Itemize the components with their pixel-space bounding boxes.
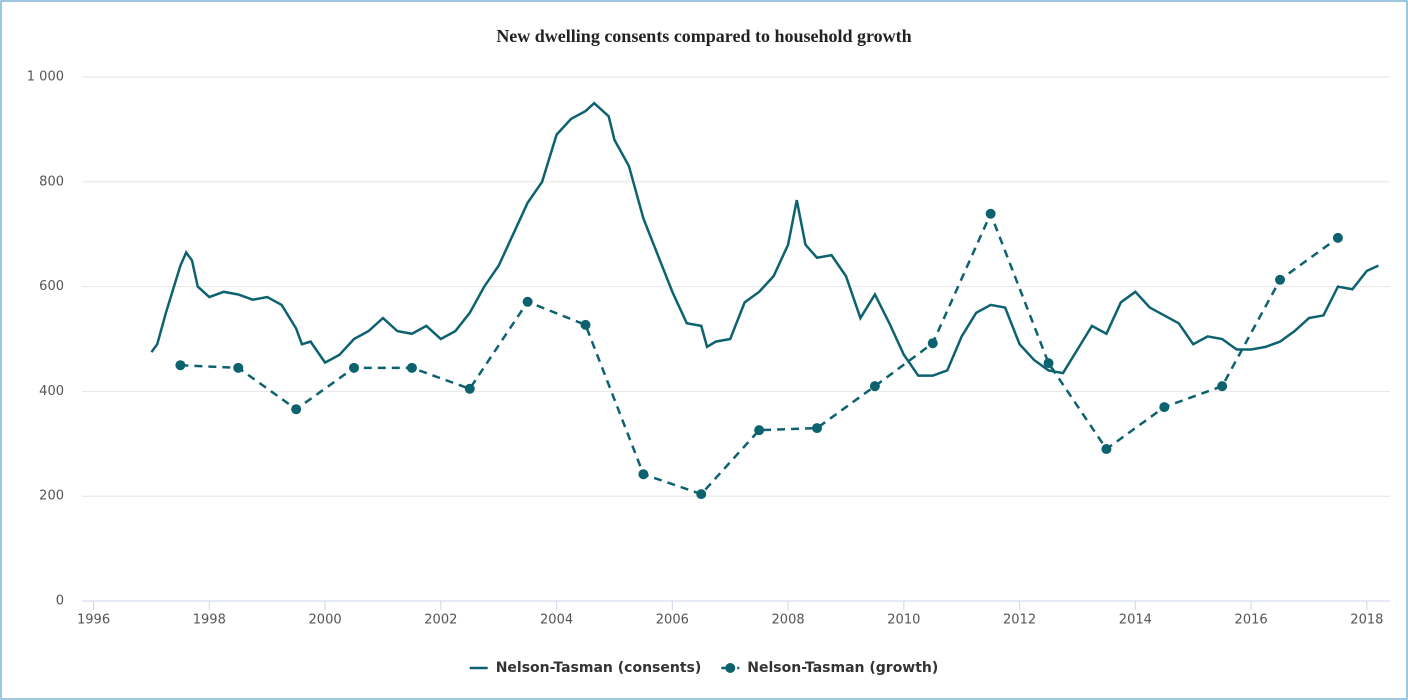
x-tick-label: 2018	[1350, 613, 1383, 628]
y-tick-label: 800	[39, 174, 64, 189]
x-tick-label: 2010	[887, 613, 920, 628]
data-point	[1043, 358, 1054, 369]
data-point	[233, 362, 244, 373]
data-point	[696, 489, 707, 500]
y-tick-label: 0	[56, 594, 64, 609]
data-point	[754, 425, 765, 436]
legend-marker	[725, 663, 736, 673]
x-tick-label: 2008	[772, 613, 805, 628]
chart-title: New dwelling consents compared to househ…	[496, 26, 911, 46]
x-tick-label: 2014	[1119, 613, 1152, 628]
data-point	[464, 383, 475, 394]
data-point	[406, 362, 417, 373]
x-tick-label: 2006	[656, 613, 689, 628]
data-point	[1332, 232, 1343, 243]
y-tick-label: 200	[39, 489, 64, 504]
legend-label: Nelson-Tasman (consents)	[496, 660, 702, 676]
data-point	[1159, 402, 1170, 413]
data-point	[869, 381, 880, 392]
data-point	[985, 208, 996, 219]
data-point	[291, 404, 302, 415]
data-point	[1275, 274, 1286, 285]
y-tick-label: 1 000	[27, 70, 64, 85]
series-line	[180, 210, 1339, 496]
data-point	[1217, 381, 1228, 392]
x-tick-label: 1998	[193, 613, 226, 628]
data-point	[1101, 444, 1112, 455]
x-tick-label: 1996	[77, 613, 110, 628]
x-tick-label: 2016	[1235, 613, 1268, 628]
data-point	[175, 360, 186, 371]
legend-label: Nelson-Tasman (growth)	[747, 660, 938, 676]
x-tick-label: 2000	[309, 613, 342, 628]
x-tick-label: 2002	[424, 613, 457, 628]
data-point	[580, 319, 591, 330]
data-point	[812, 423, 823, 434]
x-tick-label: 2004	[540, 613, 573, 628]
y-tick-label: 400	[39, 384, 64, 399]
data-point	[638, 469, 649, 480]
y-tick-label: 600	[39, 279, 64, 294]
x-tick-label: 2012	[1003, 613, 1036, 628]
data-point	[349, 362, 360, 373]
series-line	[150, 101, 1379, 377]
data-point	[522, 296, 533, 307]
data-point	[927, 338, 938, 349]
